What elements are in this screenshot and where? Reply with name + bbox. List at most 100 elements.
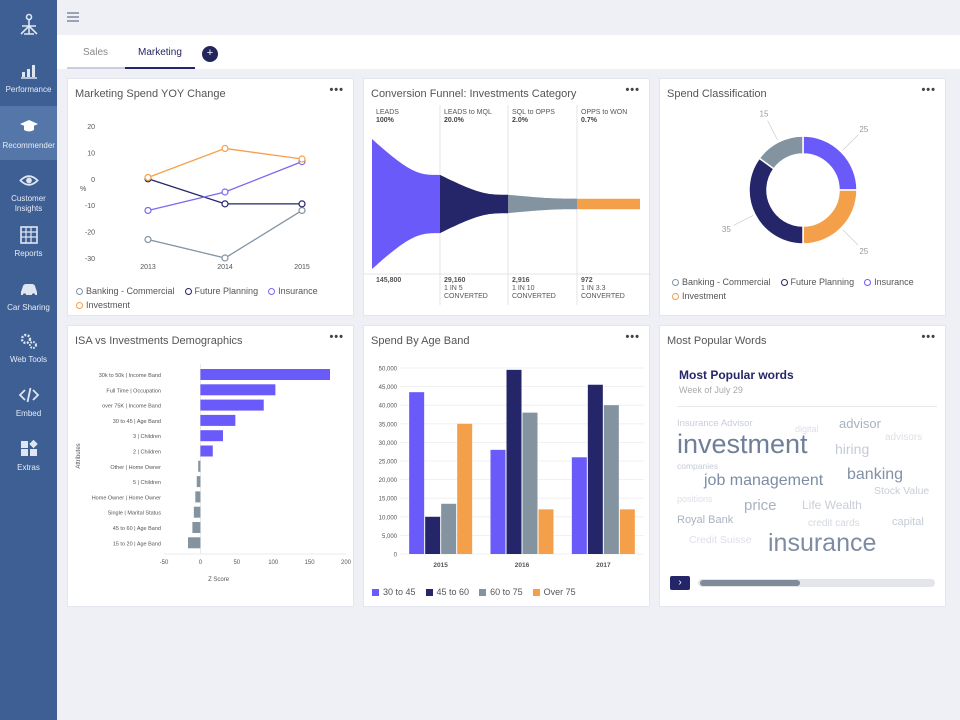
y-tick-label: 5,000 <box>382 534 398 540</box>
legend-marker <box>864 279 872 286</box>
more-options-icon[interactable]: ••• <box>329 84 344 96</box>
scroll-track[interactable] <box>698 579 935 587</box>
donut-chart: 25 25 35 15 <box>722 109 869 255</box>
card-title: Spend By Age Band <box>371 335 470 347</box>
cloud-word[interactable]: banking <box>847 466 904 483</box>
hamburger-menu-icon[interactable] <box>67 12 79 22</box>
bar <box>200 399 264 411</box>
x-tick-label: -50 <box>160 560 169 566</box>
more-options-icon[interactable]: ••• <box>329 331 344 343</box>
funnel-stage <box>508 194 577 214</box>
series-line <box>147 147 303 179</box>
ageband-card: Spend By Age Band ••• 0 5,000 10,000 15,000… <box>363 325 650 607</box>
cloud-word[interactable]: capital <box>892 516 924 528</box>
x-axis-label: Z Score <box>208 577 230 583</box>
tab-sales[interactable]: Sales <box>83 47 109 58</box>
more-options-icon[interactable]: ••• <box>921 84 936 96</box>
funnel-stage-footer: 2,916 1 IN 10 CONVERTED <box>512 277 556 301</box>
more-options-icon[interactable]: ••• <box>921 331 936 343</box>
legend-item: 60 to 75 <box>479 585 523 599</box>
leader-line <box>842 229 859 246</box>
scroll-thumb[interactable] <box>700 580 801 586</box>
tab-sales-underline <box>67 67 125 69</box>
x-tick-label: 100 <box>268 560 279 566</box>
x-tick-label: 2013 <box>140 264 156 271</box>
stage-percent: 100% <box>376 117 394 124</box>
y-tick-label: 50,000 <box>379 367 398 373</box>
cloud-word[interactable]: companies <box>677 461 719 471</box>
word-cloud-heading: Most Popular words <box>679 368 794 382</box>
app-logo[interactable] <box>0 0 57 50</box>
x-tick-label: 2014 <box>217 264 233 271</box>
sidebar-item-reports[interactable]: Reports <box>0 214 57 268</box>
cloud-word[interactable]: hiring <box>835 441 870 457</box>
cloud-word[interactable]: Credit Suisse <box>689 534 752 546</box>
category-label: over 75K | Income Band <box>102 404 161 410</box>
legend-marker <box>780 279 788 286</box>
y-tick-label: 45,000 <box>379 385 398 391</box>
bar <box>603 405 619 554</box>
word-cloud-subheading: Week of July 29 <box>679 385 743 395</box>
x-tick-label: 2015 <box>433 562 448 569</box>
funnel-stage-header: SQL to OPPS 2.0% <box>512 109 555 125</box>
add-tab-button[interactable]: + <box>202 46 218 62</box>
sidebar-item-recommender[interactable]: Recommender <box>0 106 57 160</box>
legend-label: 60 to 75 <box>490 587 523 597</box>
bar-chart-icon <box>20 65 37 79</box>
stage-percent: 2.0% <box>512 117 528 124</box>
data-point <box>144 206 152 215</box>
series-line <box>147 209 303 259</box>
category-label: 3 | Children <box>133 434 161 440</box>
bar <box>522 412 538 554</box>
y-tick-label: -30 <box>85 256 95 263</box>
legend-label: Banking - Commercial <box>682 277 771 287</box>
bar <box>619 509 635 554</box>
y-tick-label: 0 <box>91 177 95 184</box>
x-tick-label: 2017 <box>596 562 611 569</box>
sidebar-item-car-sharing[interactable]: Car Sharing <box>0 268 57 322</box>
more-options-icon[interactable]: ••• <box>625 84 640 96</box>
sidebar-item-extras[interactable]: Extras <box>0 428 57 482</box>
data-point <box>221 254 229 262</box>
bar <box>196 476 201 488</box>
funnel-stage <box>372 139 440 269</box>
y-tick-label: 30,000 <box>379 441 398 447</box>
cloud-word[interactable]: job management <box>704 472 824 489</box>
category-label: 2 | Children <box>133 450 161 456</box>
x-tick-label: 2016 <box>515 562 530 569</box>
sidebar-item-customer-insights[interactable]: Customer Insights <box>0 160 57 214</box>
cloud-word[interactable]: Royal Bank <box>677 514 734 526</box>
stage-percent: 0.7% <box>581 117 597 124</box>
funnel-stage <box>440 174 508 234</box>
cloud-word[interactable]: advisor <box>839 416 881 431</box>
sidebar-item-performance[interactable]: Performance <box>0 50 57 104</box>
cloud-word[interactable]: credit cards <box>808 518 860 529</box>
sidebar-item-label: Reports <box>14 249 43 258</box>
cloud-word[interactable]: advisors <box>885 432 923 443</box>
sidebar-item-web-tools[interactable]: Web Tools <box>0 320 57 374</box>
x-tick-label: 200 <box>341 560 352 566</box>
cloud-word[interactable]: Stock Value <box>874 485 930 497</box>
cloud-word[interactable]: digital <box>795 424 819 434</box>
gears-icon <box>20 333 37 349</box>
logo-icon <box>19 13 38 35</box>
x-tick-label: 150 <box>305 560 316 566</box>
sidebar-item-label: Car Sharing <box>7 303 50 312</box>
cloud-word[interactable]: Life Wealth <box>802 498 862 512</box>
cloud-word[interactable]: Insurance Advisor <box>677 418 753 429</box>
more-options-icon[interactable]: ••• <box>625 331 640 343</box>
chevron-right-icon[interactable]: › <box>670 576 690 590</box>
bar <box>457 423 473 554</box>
bar <box>200 369 330 380</box>
cloud-word[interactable]: insurance <box>768 529 877 557</box>
cloud-word[interactable]: price <box>744 497 777 514</box>
cloud-word[interactable]: investment <box>677 429 808 459</box>
category-label: 30k to 50k | Income Band <box>99 373 161 379</box>
tab-marketing[interactable]: Marketing <box>138 47 182 58</box>
bar <box>198 460 201 472</box>
sidebar-item-embed[interactable]: Embed <box>0 374 57 428</box>
code-icon <box>18 387 39 403</box>
sidebar: Performance Recommender Customer Insights R… <box>0 0 57 720</box>
bar <box>200 384 276 396</box>
cloud-word[interactable]: positions <box>677 494 713 504</box>
